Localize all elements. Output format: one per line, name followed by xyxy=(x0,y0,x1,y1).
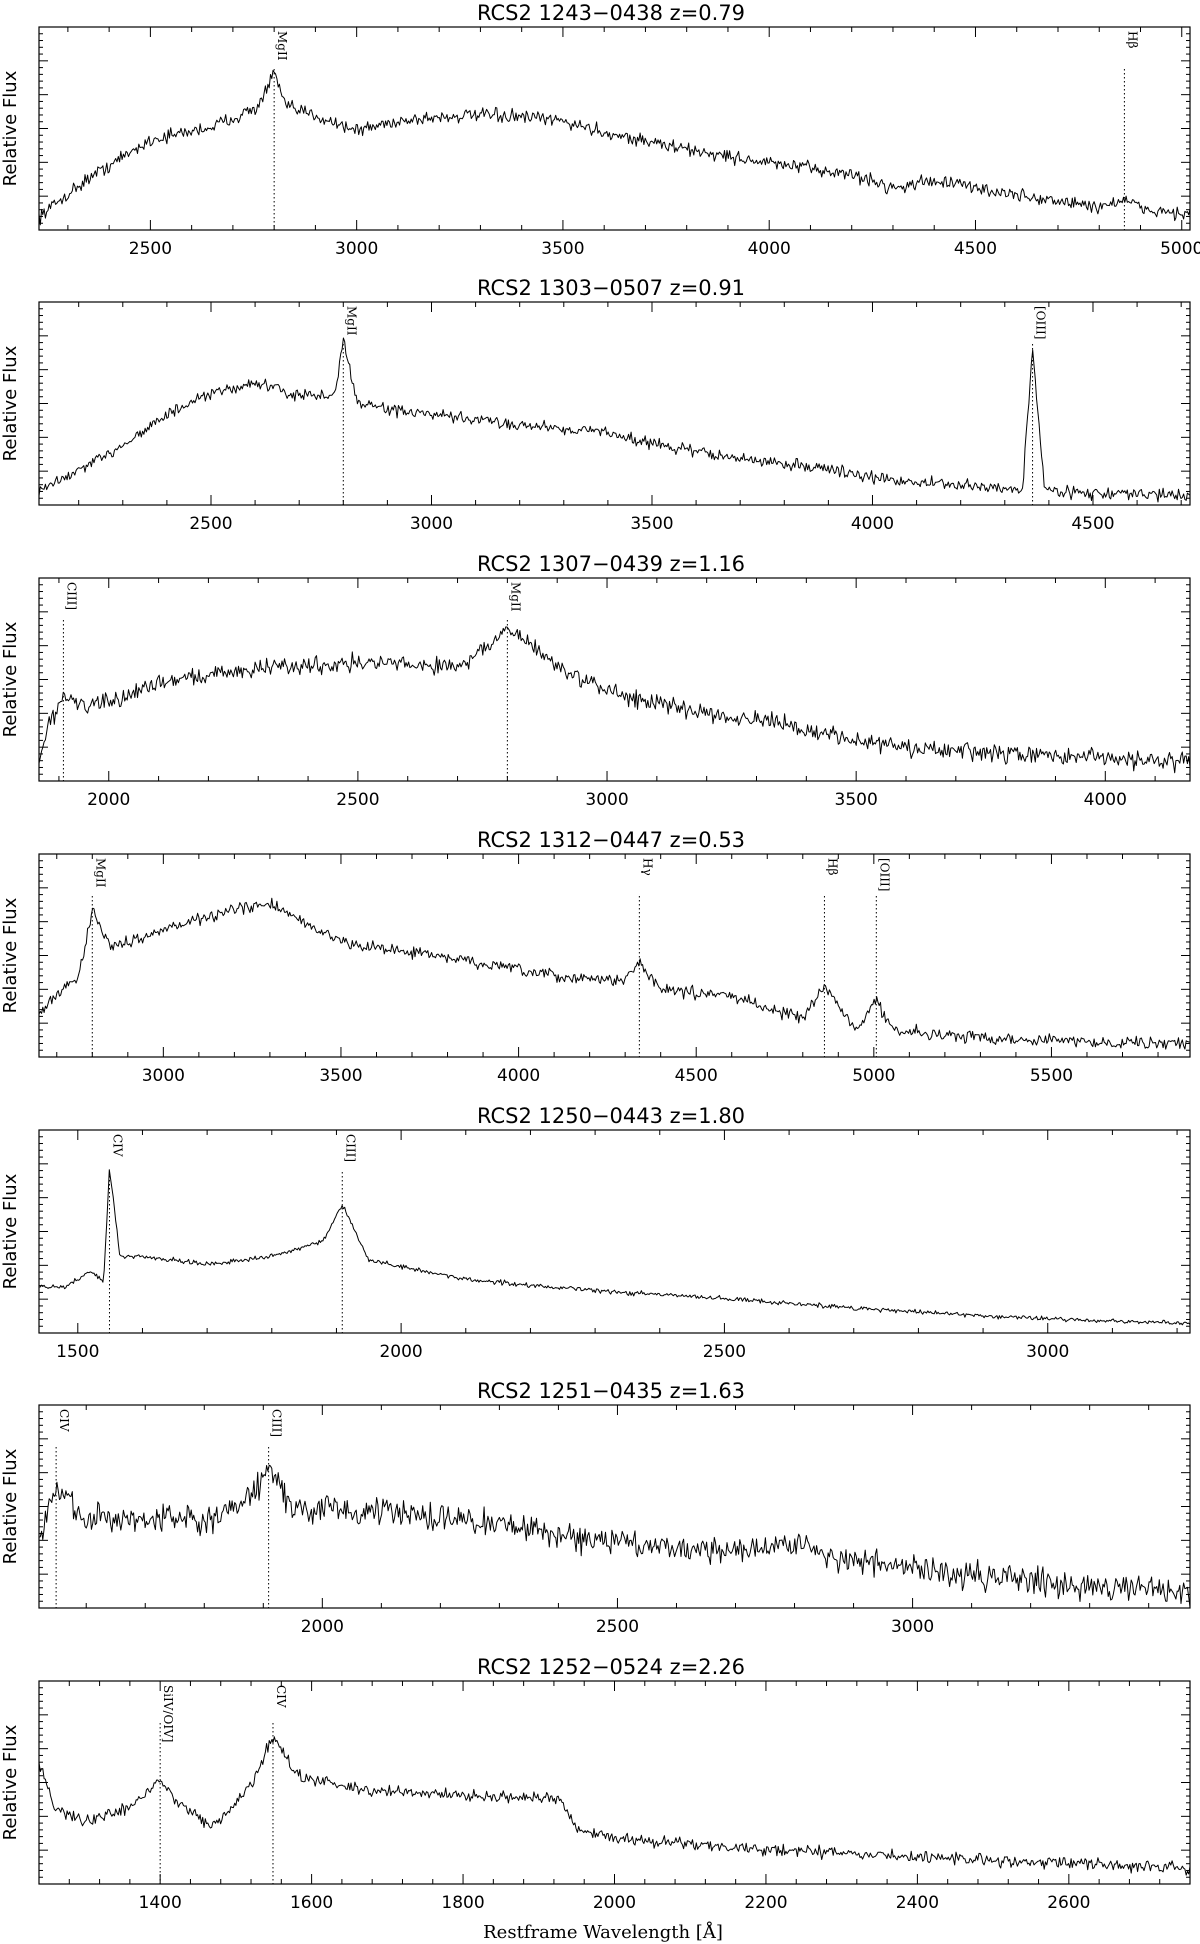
spectrum-line xyxy=(38,69,1191,226)
x-tick-label: 4000 xyxy=(497,1066,540,1086)
x-tick-label: 4000 xyxy=(851,514,894,534)
emission-line-label: MgII xyxy=(275,31,289,61)
x-tick-label: 3500 xyxy=(319,1066,362,1086)
y-axis-label: Relative Flux xyxy=(0,345,21,461)
x-tick-label: 3500 xyxy=(630,514,673,534)
emission-line-label: CIV xyxy=(274,1685,288,1708)
x-tick-label: 3000 xyxy=(410,514,453,534)
panel-title: RCS2 1243−0438 z=0.79 xyxy=(477,1,745,25)
x-tick-label: 2500 xyxy=(189,514,232,534)
x-tick-label: 2500 xyxy=(336,790,379,810)
plot-frame xyxy=(38,26,1191,231)
spectrum-line xyxy=(38,1169,1191,1326)
y-axis-label: Relative Flux xyxy=(0,621,21,737)
emission-line-label: CIII] xyxy=(64,582,78,610)
plot-frame xyxy=(38,301,1191,506)
panel-title: RCS2 1252−0524 z=2.26 xyxy=(477,1655,745,1679)
emission-line-label: Hβ xyxy=(1125,31,1139,48)
x-tick-label: 3000 xyxy=(142,1066,185,1086)
x-tick-label: 2500 xyxy=(596,1617,639,1637)
y-axis-label: Relative Flux xyxy=(0,70,21,186)
panel-title: RCS2 1250−0443 z=1.80 xyxy=(477,1104,745,1128)
spectrum-panel: RCS2 1312−0447 z=0.53 Relative Flux 3000 35… xyxy=(0,828,1191,1086)
spectrum-line xyxy=(38,1736,1191,1876)
emission-line-label: MgII xyxy=(508,582,522,612)
emission-line-label: CIII] xyxy=(343,1134,357,1162)
panel-title: RCS2 1251−0435 z=1.63 xyxy=(477,1379,745,1403)
x-tick-label: 2500 xyxy=(129,239,172,259)
plot-frame xyxy=(38,1680,1191,1885)
x-tick-label: 3500 xyxy=(541,239,584,259)
panel-title: RCS2 1312−0447 z=0.53 xyxy=(477,828,745,852)
x-tick-label: 1600 xyxy=(290,1893,333,1913)
spectrum-line xyxy=(38,1464,1191,1608)
x-tick-label: 3500 xyxy=(835,790,878,810)
x-tick-label: 1500 xyxy=(56,1342,99,1362)
x-tick-label: 1800 xyxy=(441,1893,484,1913)
spectrum-panel: RCS2 1307−0439 z=1.16 Relative Flux 2000 25… xyxy=(0,552,1191,810)
x-tick-label: 4500 xyxy=(675,1066,718,1086)
x-tick-label: 3000 xyxy=(335,239,378,259)
plot-frame xyxy=(38,1129,1191,1334)
spectrum-panel: RCS2 1243−0438 z=0.79 Relative Flux 2500 30… xyxy=(0,1,1200,259)
x-tick-label: 3000 xyxy=(585,790,628,810)
emission-line-label: MgII xyxy=(344,306,358,336)
panel-title: RCS2 1303−0507 z=0.91 xyxy=(477,276,745,300)
spectrum-panel: RCS2 1250−0443 z=1.80 Relative Flux 1500 20… xyxy=(0,1104,1191,1362)
spectrum-line xyxy=(38,626,1191,774)
x-tick-label: 4000 xyxy=(748,239,791,259)
x-tick-label: 1400 xyxy=(139,1893,182,1913)
spectrum-panel: RCS2 1251−0435 z=1.63 Relative Flux 2000 25… xyxy=(0,1379,1191,1637)
emission-line-label: [OIII] xyxy=(1034,306,1048,339)
x-tick-label: 4500 xyxy=(1071,514,1114,534)
spectrum-line xyxy=(38,337,1191,503)
x-tick-label: 5000 xyxy=(852,1066,895,1086)
x-tick-label: 3000 xyxy=(891,1617,934,1637)
y-axis-label: Relative Flux xyxy=(0,1173,21,1289)
y-axis-label: Relative Flux xyxy=(0,1724,21,1840)
x-tick-label: 2500 xyxy=(703,1342,746,1362)
emission-line-label: MgII xyxy=(93,858,107,888)
emission-line-label: Hβ xyxy=(825,858,839,875)
x-tick-label: 2600 xyxy=(1047,1893,1090,1913)
x-tick-label: 2000 xyxy=(87,790,130,810)
x-tick-label: 2000 xyxy=(379,1342,422,1362)
y-axis-label: Relative Flux xyxy=(0,897,21,1013)
y-axis-label: Relative Flux xyxy=(0,1448,21,1564)
x-tick-label: 2000 xyxy=(593,1893,636,1913)
x-tick-label: 3000 xyxy=(1026,1342,1069,1362)
x-tick-label: 4500 xyxy=(954,239,997,259)
emission-line-label: [OIII] xyxy=(877,858,891,891)
emission-line-label: SiIV/OIV] xyxy=(161,1685,175,1742)
emission-line-label: Hγ xyxy=(640,858,654,876)
x-tick-label: 2400 xyxy=(896,1893,939,1913)
x-axis-label: Restframe Wavelength [Å] xyxy=(483,1921,723,1943)
x-tick-label: 2200 xyxy=(744,1893,787,1913)
spectrum-line xyxy=(38,897,1191,1050)
x-tick-label: 5500 xyxy=(1030,1066,1073,1086)
emission-line-label: CIV xyxy=(110,1134,124,1157)
spectrum-panel: RCS2 1303−0507 z=0.91 Relative Flux 2500 30… xyxy=(0,276,1191,534)
emission-line-label: CIII] xyxy=(270,1409,284,1437)
emission-line-label: CIV xyxy=(57,1409,71,1432)
x-tick-label: 4000 xyxy=(1084,790,1127,810)
spectrum-panel: RCS2 1252−0524 z=2.26 Relative Flux 1400 16… xyxy=(0,1655,1191,1913)
x-tick-label: 5000 xyxy=(1160,239,1200,259)
plot-frame xyxy=(38,853,1191,1058)
x-tick-label: 2000 xyxy=(301,1617,344,1637)
panel-title: RCS2 1307−0439 z=1.16 xyxy=(477,552,745,576)
